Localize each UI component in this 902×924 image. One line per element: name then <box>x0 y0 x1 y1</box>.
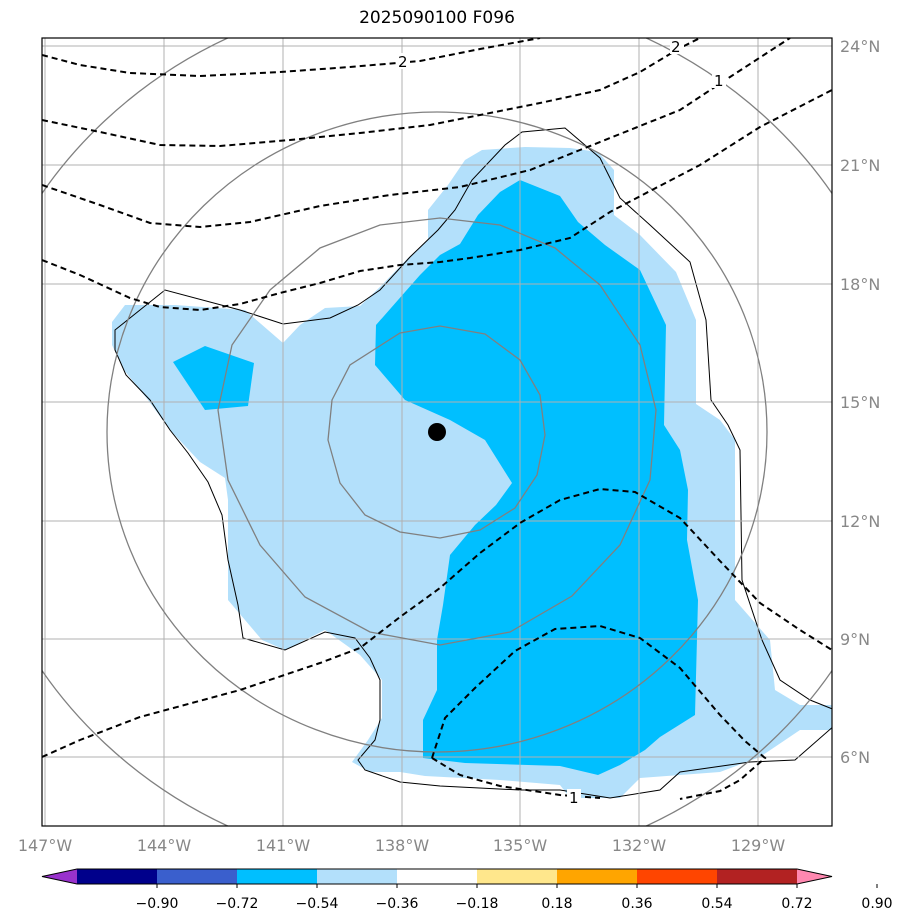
colorbar-segment <box>557 869 638 884</box>
colorbar-tick-label: −0.54 <box>296 896 339 912</box>
colorbar-segment <box>77 869 158 884</box>
colorbar-extend-high <box>797 869 832 884</box>
lon-label: 129°W <box>731 836 786 855</box>
lon-label: 138°W <box>375 836 430 855</box>
colorbar-segment <box>637 869 718 884</box>
colorbar-segment <box>717 869 798 884</box>
map-title: 2025090100 F096 <box>359 8 515 28</box>
colorbar-segment <box>397 869 478 884</box>
storm-center-marker <box>428 423 446 441</box>
map-plot-area: 2 2 1 1 <box>42 38 832 826</box>
lat-label: 9°N <box>840 630 870 649</box>
contour-label-1-south: 1 <box>569 789 579 807</box>
lon-label: 141°W <box>256 836 311 855</box>
colorbar-tick-label: −0.36 <box>376 896 419 912</box>
lat-label: 21°N <box>840 156 880 175</box>
lat-label: 15°N <box>840 393 880 412</box>
longitude-labels: 147°W 144°W 141°W 138°W 135°W 132°W 129°… <box>18 836 786 855</box>
lat-label: 6°N <box>840 748 870 767</box>
contour-label-2-west: 2 <box>398 53 408 71</box>
lat-label: 18°N <box>840 275 880 294</box>
lat-label: 24°N <box>840 37 880 56</box>
contour-label-2-east: 2 <box>671 38 681 56</box>
colorbar-segment <box>237 869 318 884</box>
lon-label: 132°W <box>612 836 667 855</box>
colorbar-tick-label: −0.90 <box>136 896 179 912</box>
medium-anomaly-region-west <box>173 346 254 410</box>
colorbar: −0.90 −0.72 −0.54 −0.36 −0.18 0.18 0.36 0.54 0.7… <box>41 868 893 912</box>
map-frame <box>41 37 833 827</box>
graticule <box>42 38 832 826</box>
colorbar-extend-low <box>42 869 77 884</box>
colorbar-tick-label: 0.54 <box>701 896 732 912</box>
colorbar-tick-label: 0.36 <box>621 896 652 912</box>
contour-labels: 2 2 1 1 <box>396 38 726 807</box>
range-rings <box>42 38 832 826</box>
colorbar-tick-label: −0.72 <box>216 896 259 912</box>
lon-label: 144°W <box>137 836 192 855</box>
colorbar-segment <box>477 869 558 884</box>
colorbar-segment <box>317 869 398 884</box>
lon-label: 147°W <box>18 836 73 855</box>
lon-label: 135°W <box>493 836 548 855</box>
colorbar-tick-label: −0.18 <box>456 896 499 912</box>
dashed-contours <box>42 38 832 800</box>
colorbar-outline <box>41 868 833 885</box>
colorbar-segment <box>157 869 238 884</box>
region-outline <box>114 127 832 799</box>
contour-label-1-north: 1 <box>714 72 724 90</box>
colorbar-tick-label: 0.72 <box>781 896 812 912</box>
lat-label: 12°N <box>840 512 880 531</box>
colorbar-tick-label: 0.90 <box>861 896 892 912</box>
latitude-labels: 24°N 21°N 18°N 15°N 12°N 9°N 6°N <box>840 37 880 767</box>
colorbar-tick-label: 0.18 <box>541 896 572 912</box>
